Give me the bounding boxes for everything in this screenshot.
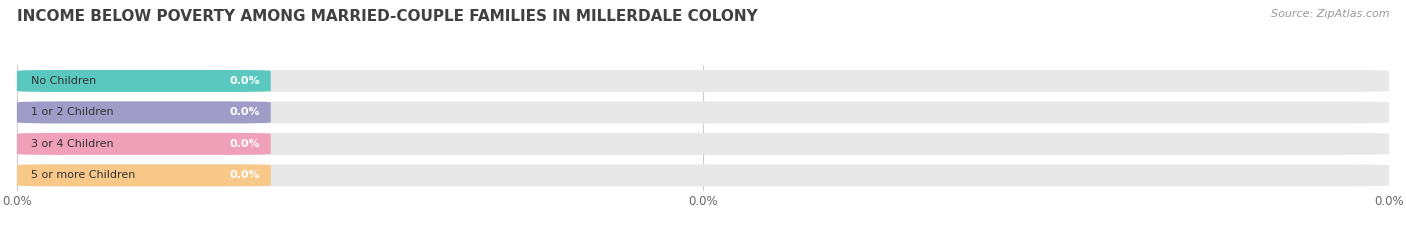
FancyBboxPatch shape bbox=[17, 133, 271, 155]
Text: 0.0%: 0.0% bbox=[229, 139, 260, 149]
Text: 0.0%: 0.0% bbox=[229, 107, 260, 117]
FancyBboxPatch shape bbox=[17, 164, 1389, 186]
FancyBboxPatch shape bbox=[17, 101, 1389, 123]
Text: No Children: No Children bbox=[31, 76, 96, 86]
FancyBboxPatch shape bbox=[17, 164, 271, 186]
Text: 3 or 4 Children: 3 or 4 Children bbox=[31, 139, 114, 149]
Text: INCOME BELOW POVERTY AMONG MARRIED-COUPLE FAMILIES IN MILLERDALE COLONY: INCOME BELOW POVERTY AMONG MARRIED-COUPL… bbox=[17, 9, 758, 24]
Text: 0.0%: 0.0% bbox=[229, 76, 260, 86]
Text: 0.0%: 0.0% bbox=[229, 170, 260, 180]
Text: 5 or more Children: 5 or more Children bbox=[31, 170, 135, 180]
FancyBboxPatch shape bbox=[17, 101, 271, 123]
Text: Source: ZipAtlas.com: Source: ZipAtlas.com bbox=[1271, 9, 1389, 19]
Text: 1 or 2 Children: 1 or 2 Children bbox=[31, 107, 114, 117]
FancyBboxPatch shape bbox=[17, 70, 1389, 92]
FancyBboxPatch shape bbox=[17, 70, 271, 92]
FancyBboxPatch shape bbox=[17, 133, 1389, 155]
